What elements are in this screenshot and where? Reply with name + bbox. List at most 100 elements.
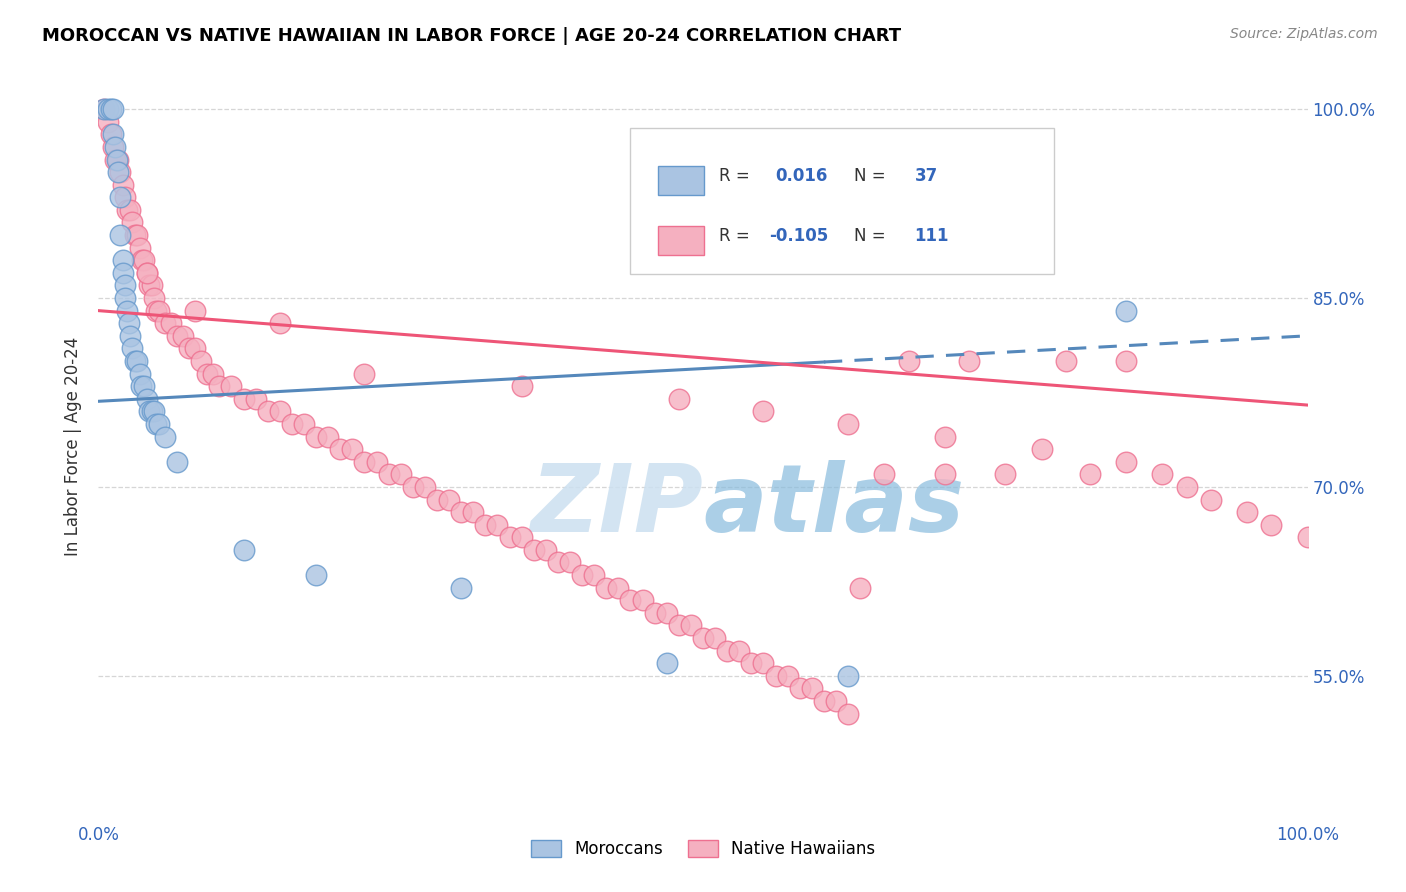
Point — [329, 442, 352, 457]
Point — [1115, 455, 1137, 469]
Point — [179, 342, 201, 356]
Point — [1296, 530, 1319, 544]
Point — [619, 593, 641, 607]
Point — [172, 328, 194, 343]
Text: R =: R = — [718, 227, 755, 245]
Point — [190, 354, 212, 368]
Point — [510, 530, 533, 544]
Point — [97, 114, 120, 128]
Point — [143, 291, 166, 305]
Point — [127, 228, 149, 243]
Point — [141, 404, 163, 418]
Text: -0.105: -0.105 — [769, 227, 828, 245]
Point — [101, 102, 124, 116]
Text: 37: 37 — [915, 168, 938, 186]
Point — [111, 253, 134, 268]
Point — [101, 128, 124, 142]
Point — [232, 542, 254, 557]
Point — [184, 303, 207, 318]
Point — [316, 429, 339, 443]
Point — [111, 266, 134, 280]
Point — [100, 128, 122, 142]
Point — [143, 404, 166, 418]
Point — [127, 354, 149, 368]
Point — [114, 291, 136, 305]
Point — [1115, 354, 1137, 368]
Text: N =: N = — [855, 168, 891, 186]
Point — [1236, 505, 1258, 519]
Text: atlas: atlas — [703, 460, 965, 552]
Point — [765, 669, 787, 683]
Point — [873, 467, 896, 482]
Point — [221, 379, 243, 393]
Point — [583, 568, 606, 582]
Point — [934, 467, 956, 482]
Point — [486, 517, 509, 532]
Point — [752, 657, 775, 671]
Point — [413, 480, 436, 494]
Point — [728, 643, 751, 657]
Point — [148, 303, 170, 318]
Point — [813, 694, 835, 708]
Point — [800, 681, 823, 696]
Point — [342, 442, 364, 457]
Bar — [658, 166, 704, 195]
Point — [571, 568, 593, 582]
Point — [607, 581, 630, 595]
Point — [111, 178, 134, 192]
Point — [93, 102, 115, 116]
Point — [160, 316, 183, 330]
Point — [1199, 492, 1222, 507]
Point — [1054, 354, 1077, 368]
Point — [128, 367, 150, 381]
Point — [510, 379, 533, 393]
Point — [184, 342, 207, 356]
Point — [957, 354, 980, 368]
Point — [837, 669, 859, 683]
Point — [138, 404, 160, 418]
Point — [498, 530, 520, 544]
Point — [114, 190, 136, 204]
Point — [131, 253, 153, 268]
Point — [450, 581, 472, 595]
Point — [655, 657, 678, 671]
Point — [135, 392, 157, 406]
Point — [353, 367, 375, 381]
Point — [141, 278, 163, 293]
Point — [292, 417, 315, 431]
Point — [256, 404, 278, 418]
Point — [281, 417, 304, 431]
Text: ZIP: ZIP — [530, 460, 703, 552]
Point — [752, 404, 775, 418]
Text: R =: R = — [718, 168, 755, 186]
Text: N =: N = — [855, 227, 891, 245]
Point — [740, 657, 762, 671]
Point — [100, 102, 122, 116]
Point — [1152, 467, 1174, 482]
Point — [128, 241, 150, 255]
Point — [117, 303, 139, 318]
Point — [104, 140, 127, 154]
Point — [523, 542, 546, 557]
Point — [118, 328, 141, 343]
Point — [117, 202, 139, 217]
Bar — [658, 226, 704, 255]
Point — [124, 228, 146, 243]
Point — [108, 228, 131, 243]
Point — [104, 153, 127, 167]
Text: 0.016: 0.016 — [776, 168, 828, 186]
Point — [644, 606, 666, 620]
Point — [135, 266, 157, 280]
Point — [668, 392, 690, 406]
Text: MOROCCAN VS NATIVE HAWAIIAN IN LABOR FORCE | AGE 20-24 CORRELATION CHART: MOROCCAN VS NATIVE HAWAIIAN IN LABOR FOR… — [42, 27, 901, 45]
Point — [849, 581, 872, 595]
Point — [118, 316, 141, 330]
Point — [269, 404, 291, 418]
Point — [134, 253, 156, 268]
Point — [426, 492, 449, 507]
Point — [134, 379, 156, 393]
Point — [232, 392, 254, 406]
Point — [135, 266, 157, 280]
Point — [692, 631, 714, 645]
Point — [202, 367, 225, 381]
